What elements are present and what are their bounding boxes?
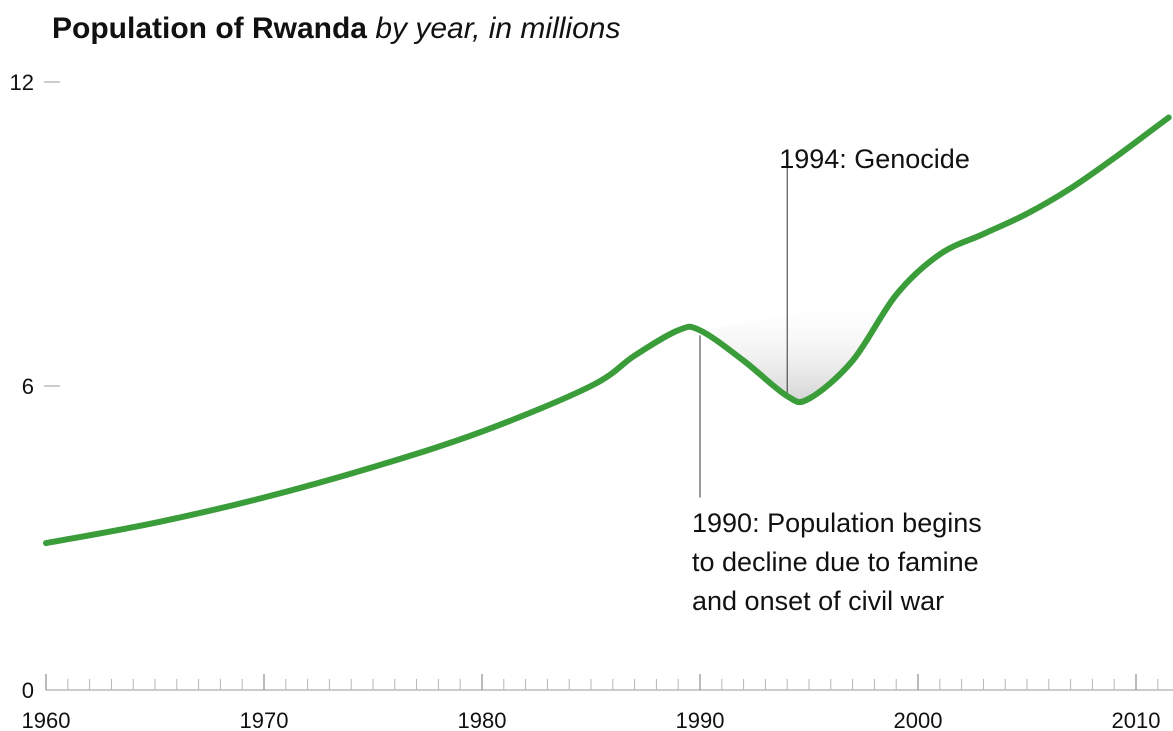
series-line: [43, 114, 1172, 547]
annotation-genocide: 1994: Genocide: [779, 144, 970, 174]
plot-area: 0 6 12 1960 1970 1980 1990 2000 2010 1994: Genoci…: [10, 70, 1173, 731]
x-tick-label: 1980: [458, 708, 507, 731]
annotation-1990-line: 1990: Population begins: [692, 508, 982, 538]
chart-title-main: Population of Rwanda: [52, 12, 367, 45]
x-tick-label: 2010: [1112, 708, 1161, 731]
chart-subtitle: by year, in millions: [375, 12, 621, 45]
y-tick-label: 12: [10, 70, 34, 95]
decline-shading: [700, 294, 897, 403]
x-tick-label: 1960: [22, 708, 71, 731]
chart-title: Population of Rwanda by year, in million…: [52, 12, 620, 46]
annotation-1990-line: to decline due to famine: [692, 547, 979, 577]
x-tick-label: 1990: [676, 708, 725, 731]
x-tick-label: 2000: [894, 708, 943, 731]
annotation-1990-line: and onset of civil war: [692, 586, 944, 616]
y-tick-label: 6: [22, 374, 34, 399]
y-tick-label: 0: [22, 678, 34, 703]
x-tick-label: 1970: [240, 708, 289, 731]
